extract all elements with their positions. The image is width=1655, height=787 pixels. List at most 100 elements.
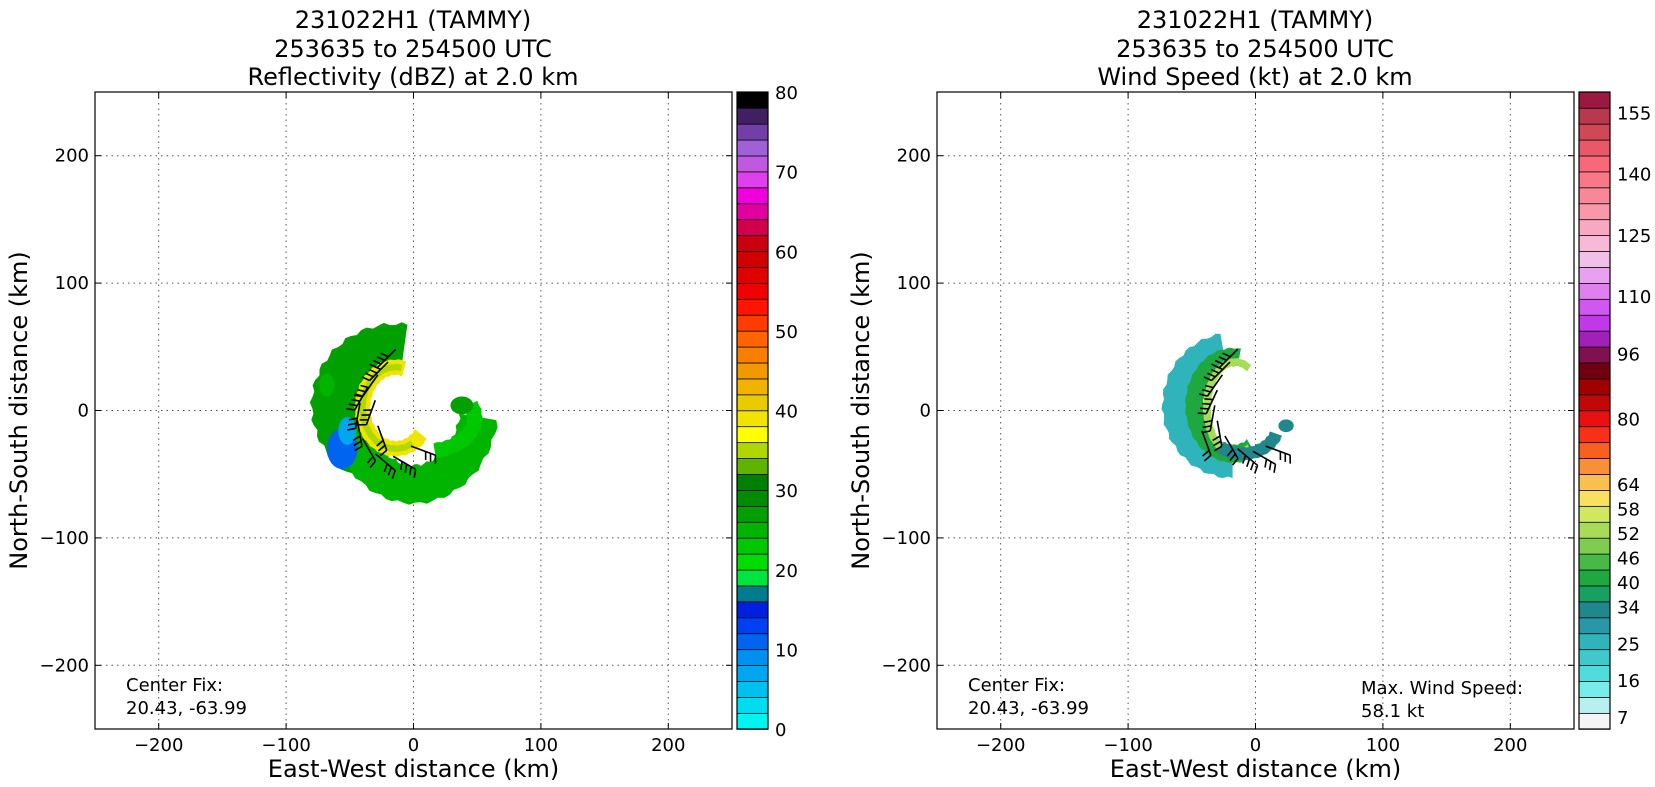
colorbar-segment [736,394,769,412]
barb-feather [1212,435,1221,442]
colorbar-segment [1578,187,1611,205]
colorbar-tick-label: 125 [1617,226,1651,247]
x-tick-label: 0 [1250,735,1261,756]
x-tick-label: −200 [134,735,183,756]
left-center-fix-value: 20.43, -63.99 [126,698,247,719]
barb-feather [1203,376,1212,382]
colorbar-segment [736,362,769,380]
colorbar-tick-label: 50 [775,322,798,343]
colorbar-segment [1578,664,1611,682]
colorbar-segment [1578,601,1611,619]
colorbar-segment [1578,203,1611,221]
barb-staff [1216,420,1223,447]
colorbar-segment [736,601,769,619]
y-tick-label: 0 [78,401,89,422]
colorbar-segment [1578,457,1611,475]
y-tick-label: 200 [55,146,89,167]
left-y-axis-label: North-South distance (km) [5,251,33,570]
barb-feather [1253,465,1259,474]
barb-staff [1205,389,1219,415]
barb-feather [1197,412,1207,415]
barb-feather [1213,440,1222,447]
barb-staff [369,361,389,382]
left-title-line-1: 231022H1 (TAMMY) [294,6,532,34]
colorbar-segment [1578,378,1611,396]
barb-staff [374,453,396,472]
max-wind-speed-label: Max. Wind Speed: [1361,678,1524,699]
colorbar-segment [736,585,769,603]
colorbar-segment [736,712,769,730]
barb-staff [1206,374,1224,397]
colorbar-segment [736,648,769,667]
wind-barb [361,438,377,469]
barb-feather [404,464,408,473]
colorbar-tick-label: 52 [1617,524,1640,545]
barb-feather [1204,384,1214,389]
colorbar-segment [736,378,769,396]
barb-staff [1209,405,1216,432]
colorbar-segment [736,91,769,109]
wind-barb [1224,435,1239,466]
barb-feather [353,440,362,447]
colorbar-segment [1578,139,1611,157]
x-tick-label: 100 [1366,735,1400,756]
y-tick-label: −100 [882,528,931,549]
barb-feather [1231,457,1239,466]
barb-feather [372,365,381,371]
right-title-line-2: 253635 to 254500 UTC [1116,34,1394,63]
barb-staff [410,445,436,456]
colorbar-segment [736,553,769,571]
colorbar-segment [736,187,769,205]
barb-feather [1226,448,1234,457]
colorbar-segment [736,250,769,268]
barb-staff [1252,450,1276,465]
barb-feather [1246,458,1251,468]
barb-feather [1203,454,1212,462]
barb-feather [413,469,417,478]
y-tick-label: 0 [920,401,931,422]
colorbar-segment [1578,298,1611,316]
colorbar-segment [736,537,769,555]
colorbar-segment [1578,123,1611,141]
colorbar-tick-label: 46 [1617,549,1640,570]
wind-barb [1197,389,1219,415]
colorbar-tick-label: 0 [775,720,786,741]
colorbar-segment [1578,441,1611,459]
colorbar-segment [1578,585,1611,603]
colorbar-segment [736,218,769,237]
colorbar-segment [1578,250,1611,268]
right-chart: −200 −100 0 100 200 −200 −100 0 100 200 East-West … [847,91,1651,783]
barb-feather [1202,402,1211,406]
wind-barb [1252,450,1277,473]
colorbar-tick-label: 10 [775,640,798,661]
colorbar-segment [1578,680,1611,698]
right-y-axis-label: North-South distance (km) [847,251,875,570]
echo-east-cell [1278,419,1294,433]
barb-feather [376,439,384,447]
left-plot-area [95,92,732,729]
colorbar-segment [1578,489,1611,507]
right-chart-title: 231022H1 (TAMMY) 253635 to 254500 UTC Wi… [935,6,1575,92]
colorbar-segment [1578,346,1611,364]
barb-feather [1203,419,1213,424]
colorbar-segment [1578,553,1611,571]
barb-feather [346,407,355,411]
wind-barb [346,402,361,431]
colorbar-segment [1578,234,1611,252]
colorbar-tick-label: 40 [775,402,798,423]
barb-staff [377,425,388,451]
barb-staff [361,438,377,462]
echo-northwest-cell [319,373,335,397]
x-tick-label: −100 [1103,735,1152,756]
colorbar-segment [736,426,769,444]
colorbar-tick-label: 30 [775,481,798,502]
barb-feather [346,427,356,431]
barb-feather [368,368,378,374]
barb-feather [352,435,361,442]
colorbar-tick-label: 64 [1617,475,1640,496]
right-center-fix-note: Center Fix: 20.43, -63.99 [968,674,1089,720]
colorbar-segment [736,569,769,587]
colorbar-segment [736,203,769,221]
colorbar-segment [1578,712,1611,730]
y-tick-label: −200 [40,655,89,676]
